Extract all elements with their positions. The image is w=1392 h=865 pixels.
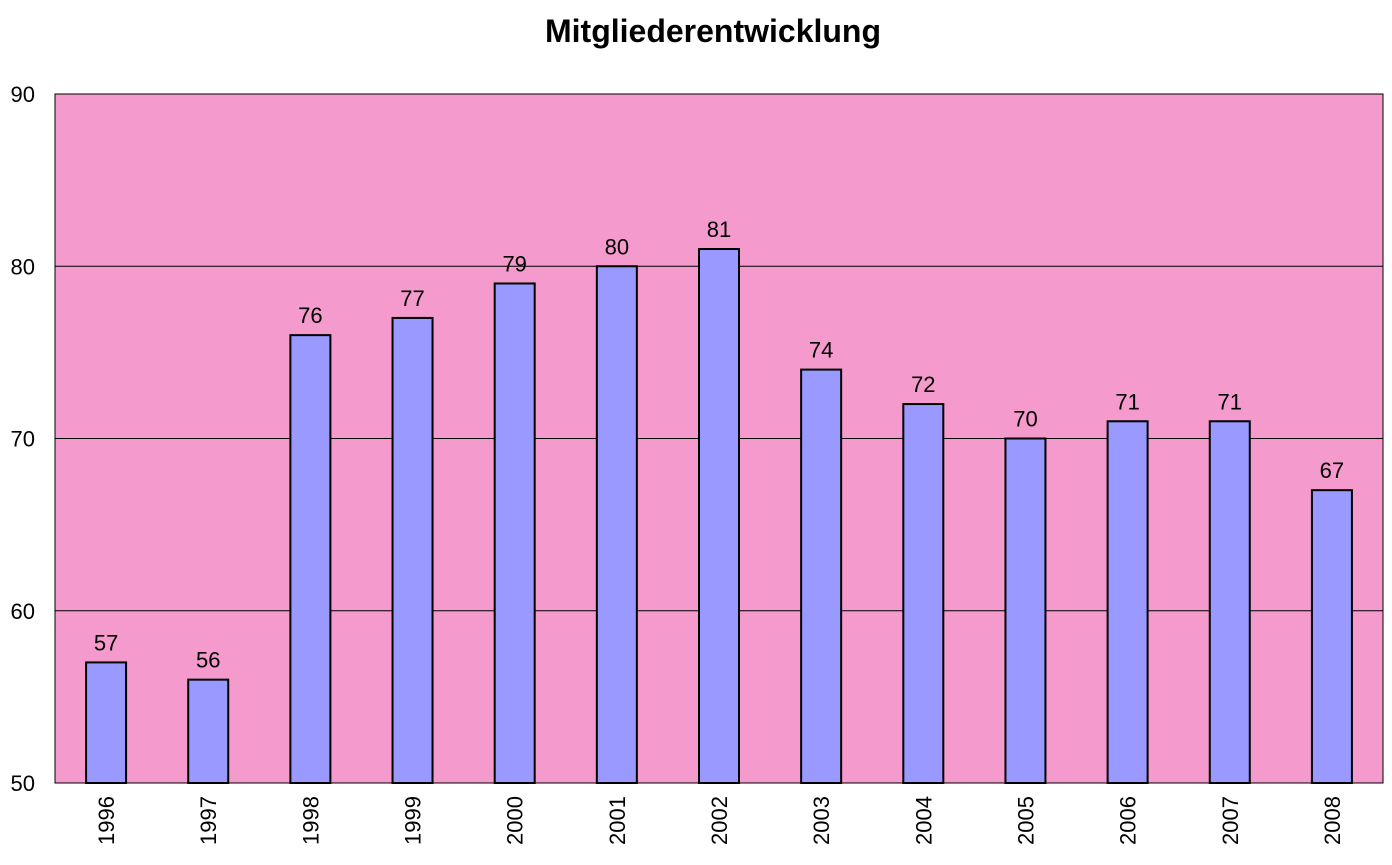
bar-1996 bbox=[85, 661, 128, 784]
x-tick-label-1998: 1998 bbox=[298, 796, 323, 845]
x-tick-label-2008: 2008 bbox=[1320, 796, 1345, 845]
x-tick-label-1999: 1999 bbox=[401, 796, 426, 845]
data-label-2001: 80 bbox=[605, 234, 629, 259]
x-tick-label-2004: 2004 bbox=[911, 796, 936, 845]
x-tick-label-2007: 2007 bbox=[1218, 796, 1243, 845]
data-label-2008: 67 bbox=[1320, 458, 1344, 483]
data-label-2005: 70 bbox=[1013, 407, 1037, 432]
data-label-2000: 79 bbox=[502, 251, 526, 276]
bars bbox=[85, 248, 1353, 785]
bar-2003 bbox=[800, 368, 843, 784]
y-tick-label-80: 80 bbox=[11, 254, 35, 279]
x-tick-label-1996: 1996 bbox=[94, 796, 119, 845]
data-label-1996: 57 bbox=[94, 630, 118, 655]
x-tick-label-2001: 2001 bbox=[605, 796, 630, 845]
bar-2004 bbox=[902, 403, 945, 784]
bar-2005 bbox=[1004, 437, 1047, 784]
data-labels: 57 56 76 77 79 80 81 74 72 70 71 71 67 bbox=[94, 217, 1344, 673]
x-tick-label-2000: 2000 bbox=[503, 796, 528, 845]
x-tick-label-2006: 2006 bbox=[1116, 796, 1141, 845]
bar-1998 bbox=[289, 334, 332, 784]
bar-1997 bbox=[187, 678, 230, 785]
y-tick-label-60: 60 bbox=[11, 599, 35, 624]
data-label-1999: 77 bbox=[400, 286, 424, 311]
x-tick-label-2002: 2002 bbox=[707, 796, 732, 845]
bar-2008 bbox=[1310, 489, 1353, 784]
x-tick-label-2005: 2005 bbox=[1013, 796, 1038, 845]
x-axis-tick-labels: 1996 1997 1998 1999 2000 2001 2002 2003 2004 2005… bbox=[94, 796, 1345, 845]
y-tick-label-50: 50 bbox=[11, 771, 35, 796]
bar-1999 bbox=[391, 316, 434, 784]
data-label-2002: 81 bbox=[707, 217, 731, 242]
data-label-1997: 56 bbox=[196, 648, 220, 673]
data-label-2006: 71 bbox=[1115, 389, 1139, 414]
bar-2000 bbox=[493, 282, 536, 784]
x-tick-label-2003: 2003 bbox=[809, 796, 834, 845]
bar-2001 bbox=[595, 265, 638, 784]
chart-title: Mitgliederentwicklung bbox=[545, 13, 881, 49]
bar-2006 bbox=[1106, 420, 1149, 784]
bar-2007 bbox=[1208, 420, 1251, 784]
y-axis-tick-labels: 50 60 70 80 90 bbox=[11, 82, 35, 796]
y-tick-label-90: 90 bbox=[11, 82, 35, 107]
bar-2002 bbox=[698, 248, 740, 784]
data-label-1998: 76 bbox=[298, 303, 322, 328]
data-label-2003: 74 bbox=[809, 338, 833, 363]
y-tick-label-70: 70 bbox=[11, 427, 35, 452]
x-tick-label-1997: 1997 bbox=[196, 796, 221, 845]
data-label-2007: 71 bbox=[1218, 389, 1242, 414]
data-label-2004: 72 bbox=[911, 372, 935, 397]
